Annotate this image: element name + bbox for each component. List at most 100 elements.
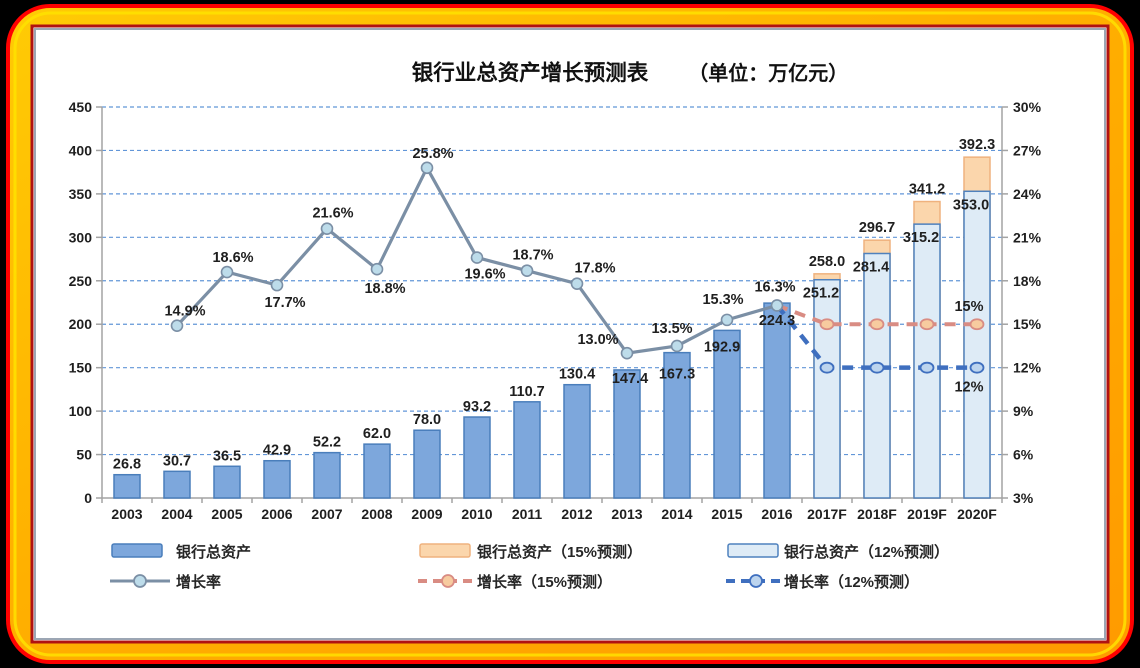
legend-label-bar-2: 银行总资产（12%预测） xyxy=(784,543,949,561)
category-label-2018F: 2018F xyxy=(857,506,897,522)
category-label-2017F: 2017F xyxy=(807,506,847,522)
left-tick-label: 0 xyxy=(84,490,92,506)
category-label-2007: 2007 xyxy=(311,506,342,522)
legend-label-bar-0: 银行总资产 xyxy=(176,543,251,561)
left-tick-label: 450 xyxy=(69,99,93,115)
growth-label-2011: 18.7% xyxy=(512,248,553,264)
growth-marker-2013 xyxy=(620,346,634,360)
category-label-2016: 2016 xyxy=(761,506,792,522)
legend-label-line-3: 增长率 xyxy=(176,573,221,591)
category-label-2009: 2009 xyxy=(411,506,442,522)
bar-label-2010: 93.2 xyxy=(463,399,491,415)
category-label-2019F: 2019F xyxy=(907,506,947,522)
bar-label-2013: 147.4 xyxy=(612,371,648,387)
bar-2011 xyxy=(513,401,541,499)
left-tick-label: 250 xyxy=(69,273,93,289)
growth-marker-2005 xyxy=(220,265,234,279)
forecast-marker-2017F xyxy=(819,318,835,331)
legend: 银行总资产 银行总资产（15%预测） 银行总资产（12%预测） 增长率 增长率（15%预… xyxy=(110,543,949,591)
bar-forecast12-2018F xyxy=(863,252,891,499)
bar-2005 xyxy=(213,465,241,499)
legend-marker-4 xyxy=(441,574,455,588)
forecast-marker-2020F xyxy=(969,361,985,374)
forecast15-label-2020F: 392.3 xyxy=(959,137,995,153)
right-tick-label: 27% xyxy=(1013,142,1042,158)
category-label-2012: 2012 xyxy=(561,506,592,522)
right-tick-label: 12% xyxy=(1013,360,1042,376)
bar-2008 xyxy=(363,443,391,499)
legend-marker-3 xyxy=(133,574,147,588)
category-label-2015: 2015 xyxy=(711,506,742,522)
growth-marker-2015 xyxy=(720,313,734,327)
bar-2010 xyxy=(463,416,491,499)
bar-label-2015: 192.9 xyxy=(704,339,740,355)
category-label-2010: 2010 xyxy=(461,506,492,522)
forecast-marker-2018F xyxy=(869,361,885,374)
category-label-2011: 2011 xyxy=(512,506,543,522)
growth-label-2016: 16.3% xyxy=(754,279,795,295)
category-label-2006: 2006 xyxy=(261,506,292,522)
forecast15-end-label: 15% xyxy=(954,299,983,315)
legend-swatch-2 xyxy=(727,543,779,558)
bar-forecast12-2017F xyxy=(813,278,841,499)
forecast12-label-2017F: 251.2 xyxy=(803,286,839,302)
bar-label-2009: 78.0 xyxy=(413,412,441,428)
growth-label-2010: 19.6% xyxy=(464,267,505,283)
right-tick-label: 18% xyxy=(1013,273,1042,289)
growth-label-2014: 13.5% xyxy=(651,321,692,337)
forecast12-label-2020F: 353.0 xyxy=(953,197,989,213)
bar-label-2012: 130.4 xyxy=(559,367,595,383)
growth-label-2008: 18.8% xyxy=(364,281,405,297)
bar-label-2008: 62.0 xyxy=(363,426,391,442)
bar-label-2005: 36.5 xyxy=(213,448,241,464)
decorative-yellow-ring xyxy=(13,11,1127,657)
bar-label-2003: 26.8 xyxy=(113,457,141,473)
forecast15-label-2019F: 341.2 xyxy=(909,182,945,198)
left-tick-label: 100 xyxy=(69,403,93,419)
chart-title-unit: （单位：万亿元） xyxy=(688,61,848,85)
bar-forecast12-2019F xyxy=(913,223,941,499)
category-label-2004: 2004 xyxy=(161,506,192,522)
legend-swatch-0 xyxy=(111,543,163,558)
growth-marker-2014 xyxy=(670,339,684,353)
growth-label-2015: 15.3% xyxy=(702,292,743,308)
category-label-2013: 2013 xyxy=(611,506,642,522)
growth-marker-2008 xyxy=(370,262,384,276)
forecast15-label-2017F: 258.0 xyxy=(809,254,845,270)
bar-label-2016: 224.3 xyxy=(759,313,795,329)
chart-title-main: 银行业总资产增长预测表 xyxy=(412,60,649,85)
bar-2004 xyxy=(163,470,191,499)
bar-2014 xyxy=(663,351,691,499)
bar-2007 xyxy=(313,451,341,499)
growth-marker-2006 xyxy=(270,278,284,292)
bar-2003 xyxy=(113,473,141,499)
forecast-marker-2019F xyxy=(919,361,935,374)
bar-label-2014: 167.3 xyxy=(659,367,695,383)
growth-marker-2004 xyxy=(170,319,184,332)
growth-marker-2010 xyxy=(470,251,484,264)
left-tick-label: 300 xyxy=(69,229,93,245)
forecast12-end-label: 12% xyxy=(954,380,983,396)
growth-label-2009: 25.8% xyxy=(412,146,453,162)
growth-marker-2007 xyxy=(320,222,334,235)
growth-label-2007: 21.6% xyxy=(312,206,353,222)
bar-2015 xyxy=(713,329,741,499)
bar-label-2004: 30.7 xyxy=(163,453,191,469)
growth-marker-2009 xyxy=(420,161,434,175)
bar-2013 xyxy=(613,369,641,499)
forecast-marker-2020F xyxy=(969,318,985,331)
category-label-2005: 2005 xyxy=(211,506,242,522)
left-tick-label: 200 xyxy=(69,316,93,332)
right-tick-label: 3% xyxy=(1013,490,1034,506)
right-tick-label: 9% xyxy=(1013,403,1034,419)
plot-area: 450 30% 400 27% 350 24% 300 21% 250 18% 200 15% 150 1… xyxy=(69,99,1042,522)
category-label-2008: 2008 xyxy=(361,506,392,522)
forecast-marker-2018F xyxy=(869,318,885,331)
left-tick-label: 400 xyxy=(69,142,93,158)
right-tick-label: 21% xyxy=(1013,229,1042,245)
legend-marker-5 xyxy=(749,574,763,588)
bar-2006 xyxy=(263,459,291,499)
category-label-2003: 2003 xyxy=(111,506,142,522)
left-tick-label: 150 xyxy=(69,360,93,376)
